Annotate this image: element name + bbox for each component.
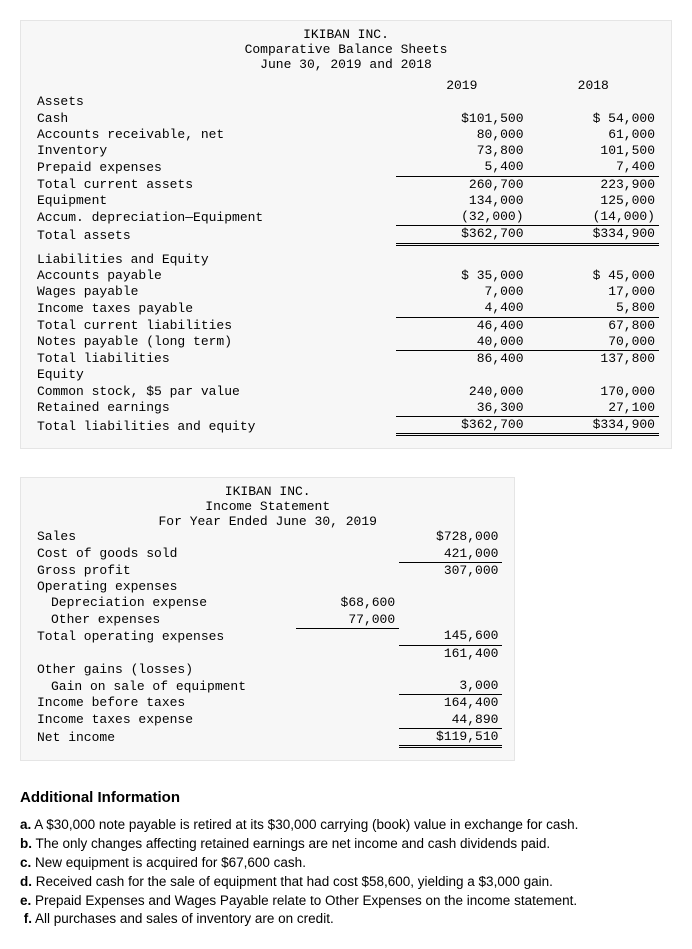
bs-row-wp: Wages payable 7,000 17,000 [33,284,659,300]
bs-dateline: June 30, 2019 and 2018 [33,57,659,72]
note-d: d. Received cash for the sale of equipme… [20,873,672,892]
is-company: IKIBAN INC. [33,484,502,499]
is-other-gains-header: Other gains (losses) [33,662,296,678]
bs-row-accdep: Accum. depreciation—Equipment (32,000) (… [33,209,659,226]
bs-year-2018: 2018 [528,78,659,94]
is-row-ite: Income taxes expense 44,890 [33,712,502,729]
is-dateline: For Year Ended June 30, 2019 [33,514,502,529]
bs-row-equip: Equipment 134,000 125,000 [33,193,659,209]
is-row-dep: Depreciation expense $68,600 [33,595,502,611]
is-row-topex: Total operating expenses 145,600 [33,628,502,645]
bs-row-prepaid: Prepaid expenses 5,400 7,400 [33,159,659,176]
note-e: e. Prepaid Expenses and Wages Payable re… [20,892,672,911]
is-row-ni: Net income $119,510 [33,728,502,746]
bs-row-re: Retained earnings 36,300 27,100 [33,400,659,417]
is-opex-header: Operating expenses [33,579,296,595]
is-row-gp: Gross profit 307,000 [33,562,502,579]
bs-company: IKIBAN INC. [33,27,659,42]
bs-assets-header: Assets [33,94,396,110]
additional-info-header: Additional Information [20,789,672,806]
bs-row-ar: Accounts receivable, net 80,000 61,000 [33,127,659,143]
bs-row-itp: Income taxes payable 4,400 5,800 [33,300,659,317]
is-row-gain: Gain on sale of equipment 3,000 [33,678,502,695]
balance-sheet: IKIBAN INC. Comparative Balance Sheets J… [20,20,672,449]
bs-row-tl: Total liabilities 86,400 137,800 [33,351,659,368]
bs-row-cs: Common stock, $5 par value 240,000 170,0… [33,384,659,400]
bs-title: Comparative Balance Sheets [33,42,659,57]
bs-row-ap: Accounts payable $ 35,000 $ 45,000 [33,268,659,284]
is-row-sales: Sales $728,000 [33,529,502,545]
is-title: Income Statement [33,499,502,514]
bs-equity-header: Equity [33,367,396,383]
note-f: f. All purchases and sales of inventory … [20,910,672,929]
bs-row-tle: Total liabilities and equity $362,700 $3… [33,417,659,435]
additional-info-list: a. A $30,000 note payable is retired at … [20,816,672,929]
bs-liab-header: Liabilities and Equity [33,252,396,268]
note-a: a. A $30,000 note payable is retired at … [20,816,672,835]
bs-row-tcl: Total current liabilities 46,400 67,800 [33,317,659,334]
bs-row-tca: Total current assets 260,700 223,900 [33,176,659,193]
is-row-ibt: Income before taxes 164,400 [33,695,502,712]
bs-row-inv: Inventory 73,800 101,500 [33,143,659,159]
bs-row-total-assets: Total assets $362,700 $334,900 [33,226,659,244]
is-table: Sales $728,000 Cost of goods sold 421,00… [33,529,502,748]
is-row-oth: Other expenses 77,000 [33,612,502,629]
bs-row-np: Notes payable (long term) 40,000 70,000 [33,334,659,351]
note-b: b. The only changes affecting retained e… [20,835,672,854]
bs-table: 2019 2018 Assets Cash $101,500 $ 54,000 … [33,72,659,436]
income-statement: IKIBAN INC. Income Statement For Year En… [20,477,515,761]
is-row-cogs: Cost of goods sold 421,000 [33,546,502,563]
bs-year-2019: 2019 [396,78,527,94]
note-c: c. New equipment is acquired for $67,600… [20,854,672,873]
is-row-sub1: 161,400 [33,645,502,662]
bs-row-cash: Cash $101,500 $ 54,000 [33,111,659,127]
